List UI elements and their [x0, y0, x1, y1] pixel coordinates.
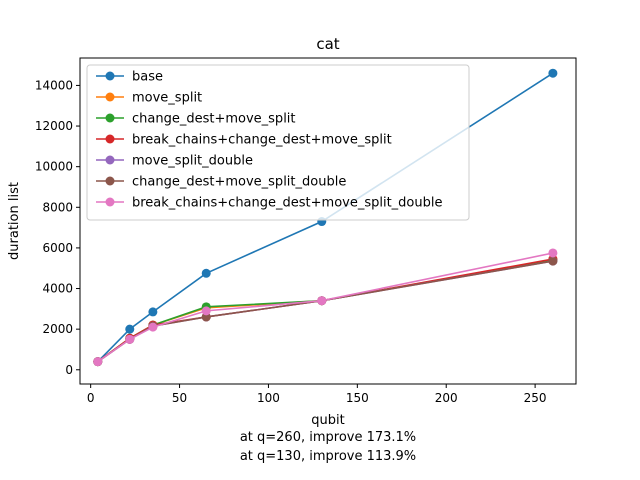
data-point [148, 322, 158, 332]
legend-label: move_split_double [132, 154, 253, 169]
y-tick-label: 6000 [42, 241, 73, 255]
legend-marker [105, 71, 115, 81]
legend-item: change_dest+move_split_double [96, 175, 346, 190]
legend-label: break_chains+change_dest+move_split_doub… [132, 196, 443, 211]
chart-title: cat [316, 35, 339, 53]
legend-item: move_split_double [96, 154, 253, 169]
data-point [201, 268, 211, 278]
legend-item: break_chains+change_dest+move_split_doub… [96, 196, 443, 211]
legend-label: change_dest+move_split [132, 112, 296, 127]
y-tick-label: 10000 [35, 160, 73, 174]
data-point [93, 357, 103, 367]
annotation-q260: at q=260, improve 173.1% [240, 430, 416, 445]
legend-label: change_dest+move_split_double [132, 175, 346, 190]
legend: base move_split change_dest+move_splitbrea… [86, 64, 470, 221]
series-layer [93, 68, 558, 367]
y-tick-label: 12000 [35, 119, 73, 133]
data-point [201, 306, 211, 316]
series-break-chains-change-dest-move-split-double [93, 248, 558, 367]
data-point [125, 324, 135, 334]
data-point [125, 334, 135, 344]
legend-marker [105, 176, 115, 186]
y-tick-label: 8000 [42, 200, 73, 214]
y-axis-label: duration list [7, 182, 22, 260]
x-axis-ticks: 0 50 100 150 200 250 [87, 384, 547, 405]
data-point [548, 68, 558, 78]
annotation-q130: at q=130, improve 113.9% [240, 449, 416, 464]
legend-label: move_split [132, 91, 202, 106]
y-tick-label: 4000 [42, 282, 73, 296]
y-tick-label: 0 [65, 363, 73, 377]
y-axis-ticks: 0 2000 4000 6000 8000 10000 12000 14000 [35, 78, 80, 377]
legend-marker [105, 155, 115, 165]
x-tick-label: 100 [257, 391, 280, 405]
data-point [317, 296, 327, 306]
x-tick-label: 200 [435, 391, 458, 405]
x-tick-label: 150 [346, 391, 369, 405]
data-point [548, 256, 558, 266]
data-point [548, 248, 558, 258]
legend-item: move_split [96, 91, 202, 106]
x-tick-label: 50 [172, 391, 187, 405]
y-tick-label: 14000 [35, 78, 73, 92]
legend-marker [105, 113, 115, 123]
legend-marker [105, 92, 115, 102]
legend-marker [105, 134, 115, 144]
legend-label: break_chains+change_dest+move_split [132, 133, 392, 148]
legend-item: base [96, 70, 163, 85]
legend-item: break_chains+change_dest+move_split [96, 133, 392, 148]
legend-marker [105, 197, 115, 207]
x-tick-label: 0 [87, 391, 95, 405]
plot-frame [79, 57, 577, 385]
legend-box [86, 64, 470, 221]
x-tick-label: 250 [524, 391, 547, 405]
series-line [97, 252, 554, 363]
y-tick-label: 2000 [42, 322, 73, 336]
legend-item: change_dest+move_split [96, 112, 296, 127]
x-axis-label: qubit [311, 413, 344, 428]
data-point [148, 307, 158, 317]
legend-label: base [132, 70, 163, 85]
